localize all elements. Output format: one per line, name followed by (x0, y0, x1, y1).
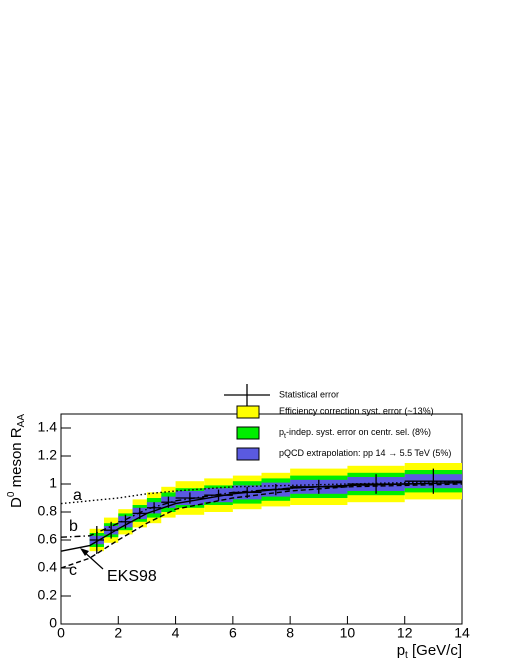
frame (60, 413, 463, 625)
y-title-main: D (8, 497, 25, 508)
x-tick-label: 6 (229, 625, 237, 641)
curve-label: a (73, 487, 82, 504)
legend-label: Efficiency correction syst. error (~13%) (279, 406, 434, 416)
model-curve (60, 481, 463, 538)
y-tick-label: 0.8 (38, 503, 58, 519)
y-title-mid: meson R (8, 427, 25, 491)
x-tick-label: 10 (340, 625, 356, 641)
legend-text-part: p (279, 427, 284, 437)
legend-swatch (236, 426, 260, 440)
y-tick-label: 0.6 (38, 531, 58, 547)
x-title-sub: t (405, 650, 408, 661)
legend-swatch (236, 405, 260, 419)
curve-label: b (69, 518, 78, 535)
x-axis-title: pt [GeV/c] (397, 642, 462, 661)
y-tick-label: 1 (49, 475, 57, 491)
x-tick-label: 14 (454, 625, 470, 641)
annotation-arrowhead (80, 548, 89, 556)
x-title-main: p (397, 642, 405, 659)
x-tick-label: 2 (114, 625, 122, 641)
x-tick-label: 0 (57, 625, 65, 641)
y-tick-label: 0.4 (38, 559, 58, 575)
legend-label: pQCD extrapolation: pp 14 → 5.5 TeV (5%) (279, 448, 451, 458)
model-curve (60, 480, 463, 505)
legend-label: Statistical error (279, 389, 339, 399)
legend-label: pt-indep. syst. error on centr. sel. (8%… (279, 427, 431, 439)
x-tick-label: 4 (172, 625, 180, 641)
legend-text-part: t (284, 433, 286, 440)
legend-text-part: -indep. syst. error on centr. sel. (8%) (286, 427, 431, 437)
legend-text-part: Efficiency correction syst. error (~13%) (279, 406, 434, 416)
legend-swatch (236, 447, 260, 461)
x-title-rest: [GeV/c] (408, 642, 462, 659)
legend-text-part: pQCD extrapolation: pp 14 → 5.5 TeV (5%) (279, 448, 451, 458)
y-tick-label: 0.2 (38, 587, 58, 603)
y-tick-label: 1.2 (38, 447, 58, 463)
y-title-sub: AA (16, 414, 27, 428)
x-tick-label: 8 (286, 625, 294, 641)
y-title-sup: 0 (6, 491, 17, 497)
y-tick-label: 0 (49, 615, 57, 631)
y-tick-label: 1.4 (38, 419, 58, 435)
y-axis-title: D0 meson RAA (6, 414, 27, 508)
curve-label: c (69, 562, 77, 579)
curve-label: EKS98 (107, 568, 157, 585)
x-tick-label: 12 (397, 625, 413, 641)
